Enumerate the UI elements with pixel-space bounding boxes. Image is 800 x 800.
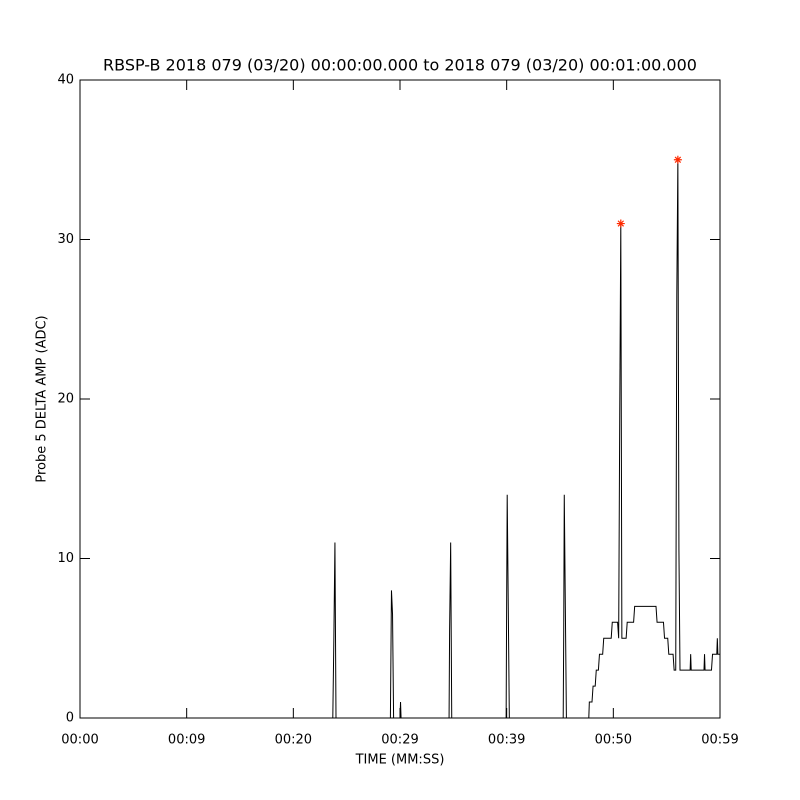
- y-tick-label: 10: [57, 551, 74, 566]
- x-tick-label: 00:59: [701, 733, 738, 748]
- x-tick-label: 00:00: [61, 733, 98, 748]
- y-tick-label: 0: [66, 711, 74, 726]
- x-tick-label: 00:39: [488, 733, 525, 748]
- x-axis-label: TIME (MM:SS): [355, 753, 445, 768]
- data-line: [80, 159, 720, 719]
- x-tick-label: 00:09: [168, 733, 205, 748]
- x-tick-label: 00:20: [275, 733, 312, 748]
- peak-marker: [616, 219, 625, 228]
- peak-marker: [673, 155, 682, 164]
- chart-title: RBSP-B 2018 079 (03/20) 00:00:00.000 to …: [103, 56, 697, 75]
- x-tick-label: 00:50: [595, 733, 632, 748]
- y-tick-label: 30: [57, 232, 74, 247]
- y-axis-label: Probe 5 DELTA AMP (ADC): [35, 315, 50, 482]
- x-tick-label: 00:29: [381, 733, 418, 748]
- y-tick-label: 20: [57, 392, 74, 407]
- y-tick-label: 40: [57, 73, 74, 88]
